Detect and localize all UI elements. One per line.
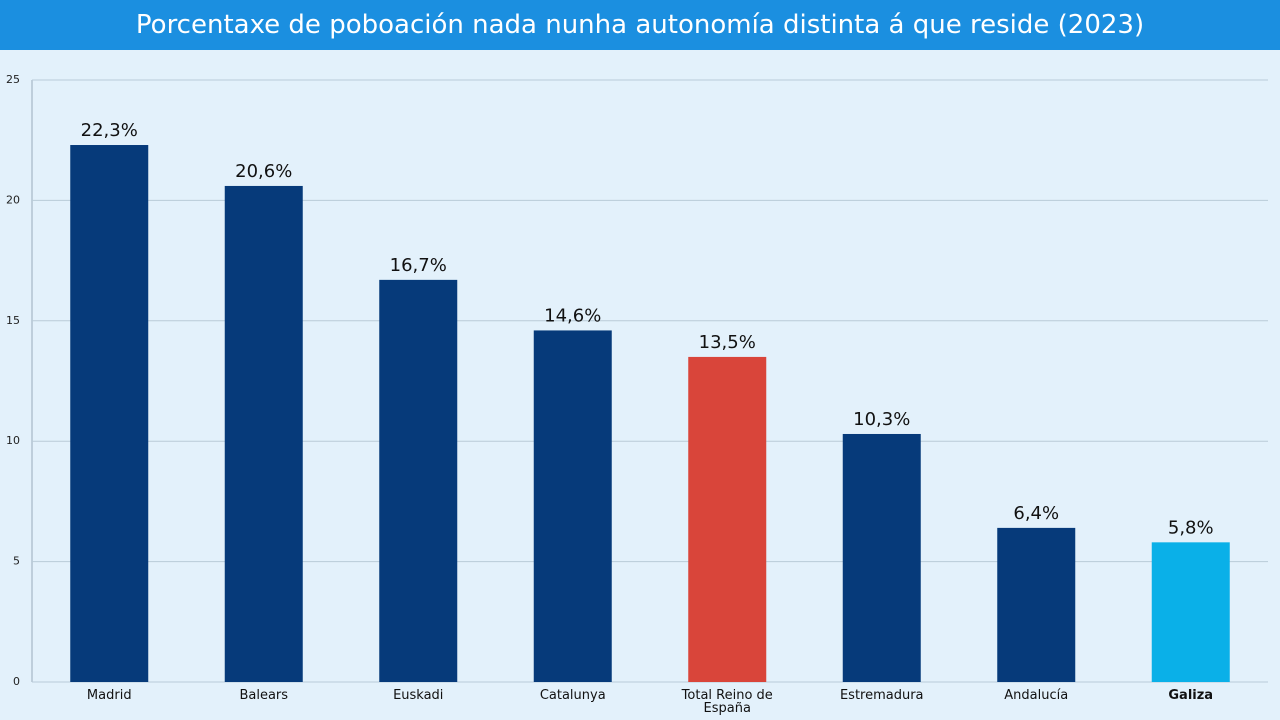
x-tick-label: Andalucía: [1004, 688, 1069, 703]
chart-title: Porcentaxe de poboación nada nunha auton…: [0, 0, 1280, 50]
y-tick-label: 15: [6, 314, 20, 327]
bar: [1151, 542, 1230, 682]
value-label: 20,6%: [235, 161, 292, 182]
y-tick-label: 20: [6, 193, 20, 206]
x-tick-label: Galiza: [1168, 688, 1214, 703]
value-label: 22,3%: [81, 120, 138, 141]
y-tick-label: 25: [6, 73, 20, 86]
x-tick-label: Balears: [239, 688, 289, 703]
bar: [842, 433, 921, 682]
value-label: 10,3%: [853, 409, 910, 430]
bar: [997, 527, 1076, 682]
value-label: 5,8%: [1168, 517, 1214, 538]
value-label: 16,7%: [390, 255, 447, 276]
x-tick-label: Catalunya: [539, 688, 606, 703]
value-label: 13,5%: [699, 332, 756, 353]
bar: [224, 185, 303, 682]
value-label: 6,4%: [1013, 503, 1059, 524]
x-tick-label: Estremadura: [839, 688, 924, 703]
y-tick-label: 10: [6, 434, 20, 447]
y-tick-label: 5: [13, 555, 20, 568]
x-tick-label: Madrid: [86, 688, 132, 703]
value-label: 14,6%: [544, 305, 601, 326]
bar: [70, 145, 149, 683]
y-tick-label: 0: [13, 675, 20, 688]
bar: [688, 356, 767, 682]
bar: [533, 330, 612, 682]
x-tick-label: Euskadi: [393, 688, 444, 703]
x-tick-label: Total Reino de España: [681, 688, 773, 716]
bar: [379, 279, 458, 682]
